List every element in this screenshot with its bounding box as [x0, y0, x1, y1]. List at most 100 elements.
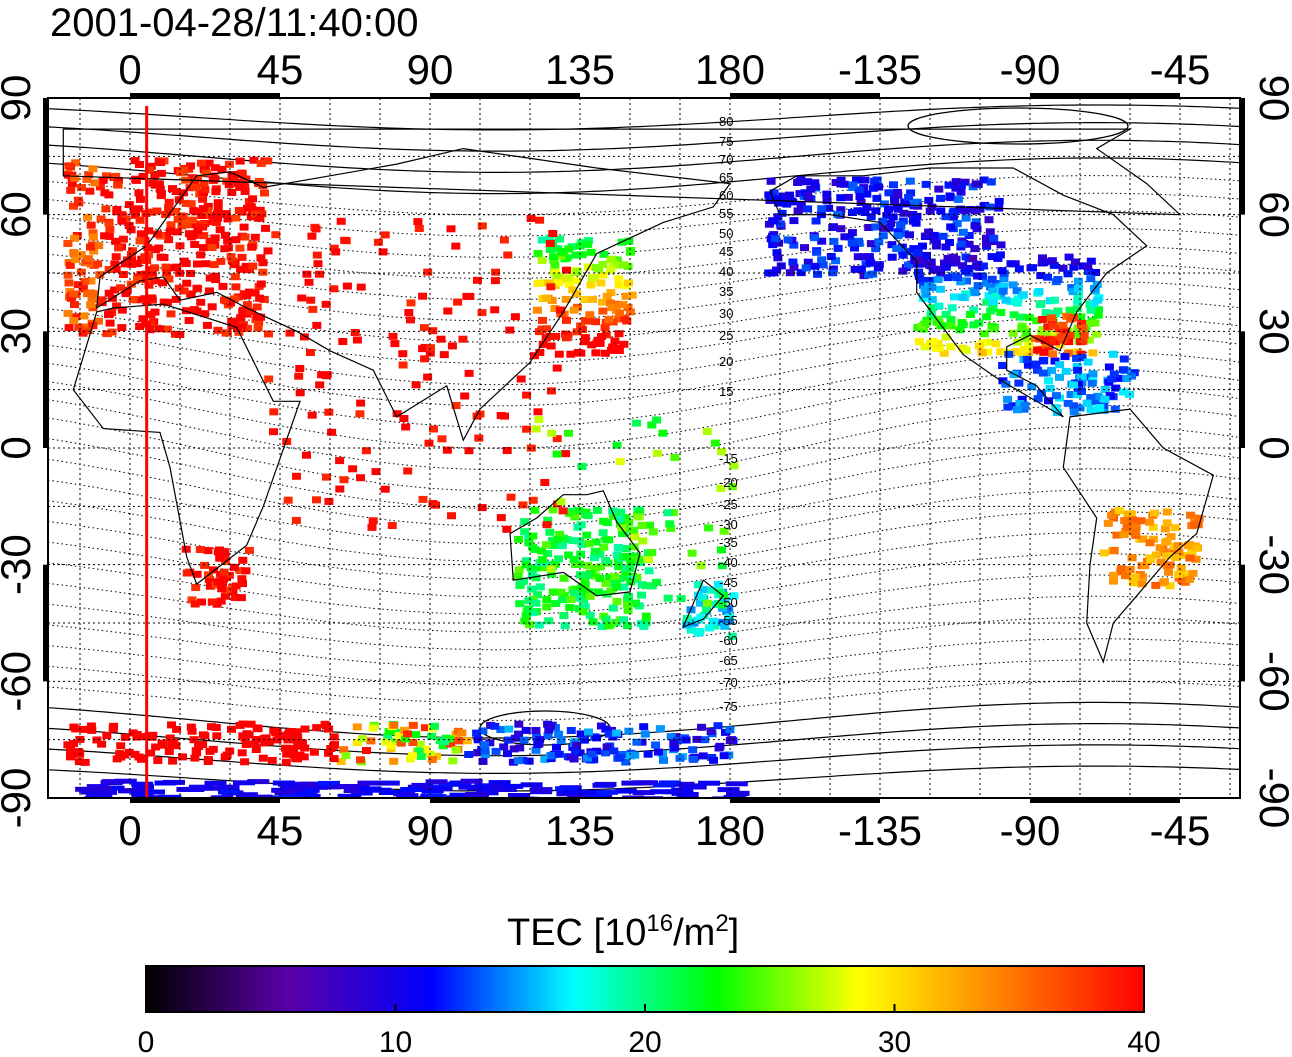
tec-cell: [783, 236, 793, 244]
tec-cell: [545, 239, 555, 247]
tec-cell: [455, 737, 465, 745]
tec-cell: [828, 269, 838, 277]
tec-cell: [1092, 330, 1101, 338]
tec-cell: [1012, 348, 1022, 356]
tec-cell: [569, 556, 579, 563]
tec-cell: [1047, 366, 1057, 374]
tec-cell: [537, 236, 547, 244]
tec-cell: [577, 584, 587, 592]
tec-cell: [725, 617, 734, 625]
tec-cell: [948, 213, 958, 221]
tec-cell: [315, 270, 324, 278]
tec-cell: [522, 557, 531, 565]
tec-cell: [499, 743, 509, 751]
tec-cell: [533, 591, 542, 599]
tec-cell: [922, 251, 931, 259]
tec-cell: [969, 321, 979, 329]
tec-cell: [777, 209, 787, 217]
tec-cell: [116, 284, 126, 292]
tec-cell: [199, 180, 209, 188]
contour-label--30: -30: [719, 517, 738, 532]
tec-cell: [871, 245, 881, 253]
tec-cell: [552, 450, 562, 458]
tec-cell: [257, 210, 267, 218]
tec-cell: [1060, 353, 1070, 361]
tec-cell: [696, 562, 706, 570]
tec-cell: [307, 411, 317, 419]
tec-cell: [192, 174, 202, 182]
tec-cell: [240, 734, 250, 742]
tec-cell: [1047, 337, 1057, 345]
tec-cell: [234, 207, 244, 214]
tec-cell: [284, 729, 294, 737]
tec-cell: [913, 256, 923, 264]
tec-cell: [112, 302, 122, 310]
tec-cell: [154, 244, 164, 252]
tec-cell: [935, 265, 945, 273]
tec-cell: [606, 266, 616, 274]
tec-cell: [1070, 258, 1080, 266]
contour-label-30: 30: [719, 306, 733, 321]
tec-cell: [776, 262, 786, 270]
tec-cell: [88, 290, 98, 298]
tec-cell: [196, 251, 206, 259]
tec-cell: [663, 594, 673, 602]
tec-cell: [64, 279, 74, 287]
tec-cell: [294, 791, 317, 797]
tec-cell: [1050, 310, 1060, 317]
tec-cell: [295, 365, 305, 372]
tec-cell: [260, 189, 269, 197]
tec-cell: [210, 175, 220, 183]
tec-cell: [224, 181, 234, 189]
tec-cell: [579, 338, 589, 346]
tec-cell: [637, 522, 647, 529]
tec-cell: [229, 563, 239, 571]
tec-cell: [209, 261, 219, 269]
tec-cell: [936, 270, 946, 278]
tec-cell: [235, 183, 245, 191]
tec-cell: [1145, 518, 1155, 526]
tec-cell: [571, 251, 581, 259]
tec-cell: [1067, 284, 1077, 292]
top-tick--90: -90: [1000, 46, 1061, 93]
tec-cell: [520, 617, 530, 625]
tec-cell: [1038, 369, 1048, 377]
tec-cell: [717, 787, 740, 793]
tec-cell: [1036, 272, 1046, 280]
tec-cell: [1017, 395, 1027, 403]
tec-cell: [520, 518, 530, 526]
tec-cell: [211, 276, 221, 284]
contour-label--35: -35: [719, 535, 738, 550]
tec-cell: [533, 279, 543, 287]
tec-cell: [223, 244, 233, 252]
tec-cell: [606, 587, 616, 595]
tec-cell: [1155, 544, 1165, 552]
tec-cell: [300, 744, 310, 752]
tec-cell: [859, 272, 869, 280]
tec-cell: [176, 169, 186, 177]
tec-cell: [706, 727, 716, 735]
tec-cell: [227, 725, 236, 733]
tec-cell: [854, 186, 864, 194]
tec-cell: [998, 362, 1008, 369]
right-tick--60: -60: [1251, 651, 1292, 712]
tec-cell: [490, 277, 500, 285]
tec-cell: [1119, 355, 1129, 363]
tec-cell: [522, 391, 532, 399]
tec-cell: [709, 756, 718, 764]
tec-cell: [979, 176, 989, 184]
tec-cell: [86, 260, 96, 268]
tec-cell: [244, 546, 254, 554]
tec-cell: [311, 225, 321, 233]
tec-cell: [1140, 562, 1150, 570]
tec-cell: [708, 617, 718, 625]
tec-cell: [1187, 549, 1197, 556]
tec-cell: [111, 265, 121, 273]
tec-cell: [921, 180, 931, 188]
tec-cell: [725, 613, 734, 621]
tec-cell: [956, 278, 966, 286]
tec-cell: [583, 512, 593, 520]
tec-cell: [720, 622, 730, 630]
tec-cell: [612, 729, 621, 737]
tec-cell: [724, 605, 734, 613]
